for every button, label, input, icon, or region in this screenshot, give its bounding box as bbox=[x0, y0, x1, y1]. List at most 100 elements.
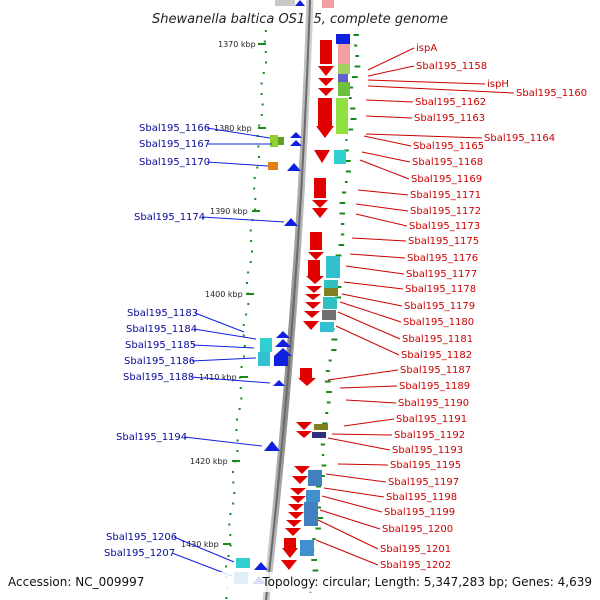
gc-marker bbox=[227, 555, 230, 557]
gc-marker bbox=[339, 212, 346, 215]
gc-marker bbox=[263, 40, 266, 43]
forward-gene bbox=[318, 98, 332, 126]
forward-gene bbox=[285, 528, 301, 536]
gene-label: Sbal195_1206 bbox=[106, 532, 177, 543]
block bbox=[268, 162, 278, 170]
gc-marker bbox=[328, 359, 332, 362]
forward-gene bbox=[284, 538, 296, 548]
gene-label: Sbal195_1198 bbox=[386, 492, 457, 503]
gc-marker bbox=[247, 303, 250, 305]
gene-label: Sbal195_1165 bbox=[413, 141, 484, 152]
gc-marker bbox=[322, 422, 328, 425]
gc-marker bbox=[344, 149, 349, 152]
gc-marker bbox=[331, 338, 338, 341]
gene-label: Sbal195_1173 bbox=[409, 221, 480, 232]
gc-marker bbox=[350, 107, 356, 110]
gene-label: Sbal195_1190 bbox=[398, 398, 469, 409]
gc-marker bbox=[348, 128, 354, 131]
gene-label: Sbal195_1192 bbox=[394, 430, 465, 441]
gc-marker bbox=[236, 439, 239, 442]
gc-marker bbox=[228, 523, 231, 526]
reverse-gene bbox=[273, 380, 285, 386]
gene-label: Sbal195_1169 bbox=[411, 174, 482, 185]
gene-label: Sbal195_1167 bbox=[139, 139, 210, 150]
gene-label: Sbal195_1189 bbox=[399, 381, 470, 392]
gc-marker bbox=[324, 380, 331, 383]
forward-gene bbox=[306, 276, 324, 284]
block bbox=[258, 352, 270, 366]
gene-label: ispH bbox=[487, 79, 509, 90]
gc-marker bbox=[340, 223, 345, 225]
gc-marker bbox=[258, 124, 261, 127]
gc-marker bbox=[335, 254, 342, 257]
block bbox=[336, 34, 350, 44]
gc-marker bbox=[316, 506, 321, 509]
block bbox=[300, 540, 314, 556]
reverse-gene bbox=[290, 132, 302, 138]
forward-gene bbox=[288, 512, 304, 519]
gc-marker bbox=[254, 208, 257, 211]
genome-backbone bbox=[262, 0, 314, 600]
gene-label: Sbal195_1176 bbox=[407, 253, 478, 264]
gc-marker bbox=[262, 72, 265, 74]
gene-label: Sbal195_1166 bbox=[139, 123, 210, 134]
block bbox=[338, 82, 350, 96]
gc-marker bbox=[339, 202, 346, 204]
gc-marker bbox=[348, 97, 352, 99]
gc-marker bbox=[342, 191, 347, 194]
gene-label: Sbal195_1200 bbox=[382, 524, 453, 535]
forward-gene bbox=[296, 422, 312, 430]
block bbox=[326, 256, 340, 278]
block bbox=[334, 150, 346, 164]
gc-marker bbox=[336, 286, 342, 288]
gene-label: Sbal195_1164 bbox=[484, 133, 555, 144]
gc-marker bbox=[326, 391, 332, 393]
gc-marker bbox=[254, 198, 257, 200]
gc-marker bbox=[264, 51, 267, 53]
block bbox=[338, 44, 350, 64]
forward-gene bbox=[318, 78, 334, 86]
gc-marker bbox=[315, 527, 321, 530]
gc-marker bbox=[260, 114, 263, 116]
gc-marker bbox=[258, 156, 260, 158]
genome-backbone-core bbox=[265, 0, 311, 600]
gene-label: Sbal195_1168 bbox=[412, 157, 483, 168]
forward-gene bbox=[318, 66, 334, 76]
gc-marker bbox=[265, 61, 267, 64]
gene-label: Sbal195_1163 bbox=[414, 113, 485, 124]
reverse-gene-top bbox=[295, 0, 305, 6]
forward-gene bbox=[296, 431, 312, 438]
gc-marker bbox=[246, 282, 248, 284]
gc-marker bbox=[316, 485, 322, 488]
reverse-gene bbox=[290, 140, 302, 146]
block bbox=[270, 135, 278, 147]
gc-marker bbox=[253, 177, 256, 179]
gene-label: Sbal195_1158 bbox=[416, 61, 487, 72]
gene-label: Sbal195_1179 bbox=[404, 301, 475, 312]
forward-gene bbox=[308, 252, 324, 260]
gene-label: Sbal195_1160 bbox=[516, 88, 587, 99]
gc-marker bbox=[344, 181, 348, 183]
block bbox=[260, 338, 272, 352]
gc-marker bbox=[311, 559, 317, 561]
forward-gene bbox=[298, 378, 316, 386]
block bbox=[314, 424, 328, 430]
block bbox=[323, 297, 337, 309]
gc-marker bbox=[225, 597, 228, 599]
gc-marker bbox=[338, 244, 345, 246]
gc-marker bbox=[345, 170, 351, 173]
gene-label: Sbal195_1197 bbox=[388, 477, 459, 488]
gene-label: Sbal195_1177 bbox=[406, 269, 477, 280]
gc-marker bbox=[351, 76, 358, 78]
gc-marker bbox=[253, 187, 256, 190]
gene-label: Sbal195_1195 bbox=[390, 460, 461, 471]
gc-marker bbox=[249, 229, 252, 232]
forward-gene bbox=[286, 520, 302, 527]
gene-label: Sbal195_1182 bbox=[401, 350, 472, 361]
gc-marker bbox=[250, 240, 253, 242]
genome-summary-text: Topology: circular; Length: 5,347,283 bp… bbox=[261, 575, 592, 589]
scale-label: 1410 kbp bbox=[199, 373, 237, 382]
forward-gene bbox=[308, 260, 320, 276]
forward-gene bbox=[305, 294, 321, 300]
block bbox=[308, 470, 322, 486]
